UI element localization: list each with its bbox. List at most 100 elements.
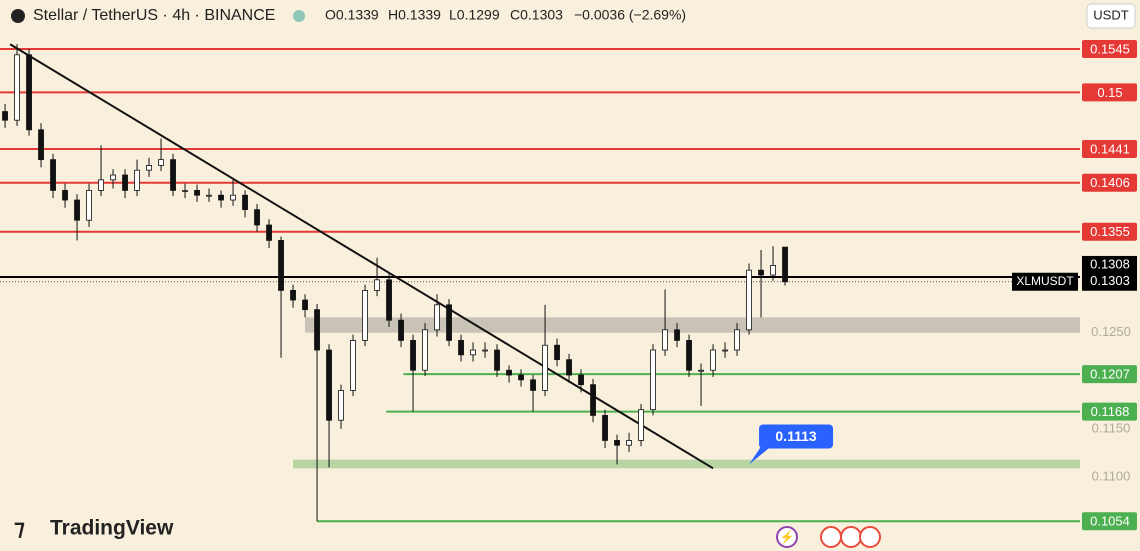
level-label: 0.1054 xyxy=(1090,514,1130,529)
candle-body xyxy=(146,164,152,171)
candle-body xyxy=(98,179,104,191)
candle-body xyxy=(590,384,596,416)
currency-button[interactable] xyxy=(1086,3,1136,29)
event-icon-glyph: ⚡ xyxy=(780,530,795,544)
candle-body xyxy=(446,304,452,341)
candle-body xyxy=(194,189,200,196)
symbol-box xyxy=(1012,272,1078,291)
candle-body xyxy=(662,329,668,351)
brand: TradingView xyxy=(50,517,174,540)
candle-body xyxy=(458,340,464,356)
last-price-label: 0.1308 xyxy=(1090,256,1130,271)
candle-body xyxy=(710,349,716,371)
candle-body xyxy=(206,194,212,197)
level-label-box xyxy=(1082,402,1137,421)
candle-body xyxy=(386,279,392,321)
candle-body xyxy=(14,54,20,121)
candle-body xyxy=(170,159,176,191)
candle-body xyxy=(338,390,344,421)
event-icon[interactable] xyxy=(776,526,798,548)
ohlc-open: O0.1339 xyxy=(325,7,379,23)
candle-body xyxy=(554,344,560,361)
close-price-label: 0.1303 xyxy=(1090,273,1130,288)
candle-body xyxy=(494,349,500,371)
zone xyxy=(293,459,1080,469)
candle-body xyxy=(734,329,740,351)
level-label: 0.1207 xyxy=(1090,367,1130,382)
level-label: 0.1355 xyxy=(1090,224,1130,239)
candle-body xyxy=(614,440,620,446)
candle-body xyxy=(38,129,44,161)
level-label-box xyxy=(1082,140,1137,159)
ohlc-high: H0.1339 xyxy=(388,7,441,23)
candle-body xyxy=(542,344,548,391)
symbol-label: XLMUSDT xyxy=(1016,274,1074,288)
candle-body xyxy=(230,194,236,201)
status-dot xyxy=(293,10,305,22)
candle-body xyxy=(134,169,140,191)
candle-body xyxy=(326,349,332,421)
candle-body xyxy=(638,409,644,441)
candle-body xyxy=(26,54,32,131)
candle-body xyxy=(422,329,428,371)
candle-body xyxy=(674,329,680,341)
level-label-box xyxy=(1082,512,1137,531)
candle-body xyxy=(110,174,116,181)
candle-body xyxy=(782,246,788,283)
candle-body xyxy=(758,269,764,276)
candle-body xyxy=(482,349,488,352)
candle-body xyxy=(650,349,656,411)
flag-icon[interactable] xyxy=(840,526,862,548)
close-price-box xyxy=(1082,272,1137,291)
symbol-title: Stellar / TetherUS · 4h · BINANCE xyxy=(33,7,275,24)
candle-body xyxy=(374,279,380,291)
candle-body xyxy=(362,290,368,341)
candle-body xyxy=(2,111,8,121)
candle-body xyxy=(122,174,128,191)
candle-body xyxy=(566,359,572,376)
ohlc-close: C0.1303 xyxy=(510,7,563,23)
level-label: 0.1406 xyxy=(1090,175,1130,190)
plot: 0.1113 xyxy=(0,43,1080,523)
candle-body xyxy=(626,440,632,446)
zone xyxy=(305,317,1080,333)
currency-label: USDT xyxy=(1093,7,1128,22)
tv-logo-mark: ⁊ xyxy=(14,515,25,540)
symbol-logo xyxy=(11,9,25,23)
candle-body xyxy=(746,269,752,331)
level-label: 0.1441 xyxy=(1090,141,1130,156)
candle-body xyxy=(254,209,260,226)
candle-body xyxy=(218,194,224,201)
candle-body xyxy=(398,319,404,341)
candle-body xyxy=(314,309,320,351)
callout-box xyxy=(759,424,834,449)
y-tick-label: 0.1100 xyxy=(1092,468,1131,483)
candle-body xyxy=(62,189,68,201)
level-label: 0.15 xyxy=(1097,85,1122,100)
level-label: 0.1168 xyxy=(1091,404,1130,419)
candle-body xyxy=(350,340,356,391)
candle-body xyxy=(278,240,284,291)
flag-icon[interactable] xyxy=(820,526,842,548)
candle-body xyxy=(50,159,56,191)
candle-body xyxy=(290,290,296,301)
last-price-box xyxy=(1082,255,1137,274)
candle-body xyxy=(770,265,776,276)
candle-body xyxy=(434,304,440,331)
candle-body xyxy=(602,415,608,441)
candle-body xyxy=(470,349,476,356)
candle-body xyxy=(74,199,80,221)
candle-body xyxy=(410,340,416,371)
level-label-box xyxy=(1082,40,1137,59)
flag-icon[interactable] xyxy=(859,526,881,548)
level-label-box xyxy=(1082,365,1137,384)
candle-body xyxy=(530,379,536,391)
level-label-box xyxy=(1082,222,1137,241)
candle-body xyxy=(86,189,92,221)
candle-body xyxy=(242,194,248,211)
callout-pointer xyxy=(749,446,772,465)
candle-body xyxy=(302,299,308,311)
